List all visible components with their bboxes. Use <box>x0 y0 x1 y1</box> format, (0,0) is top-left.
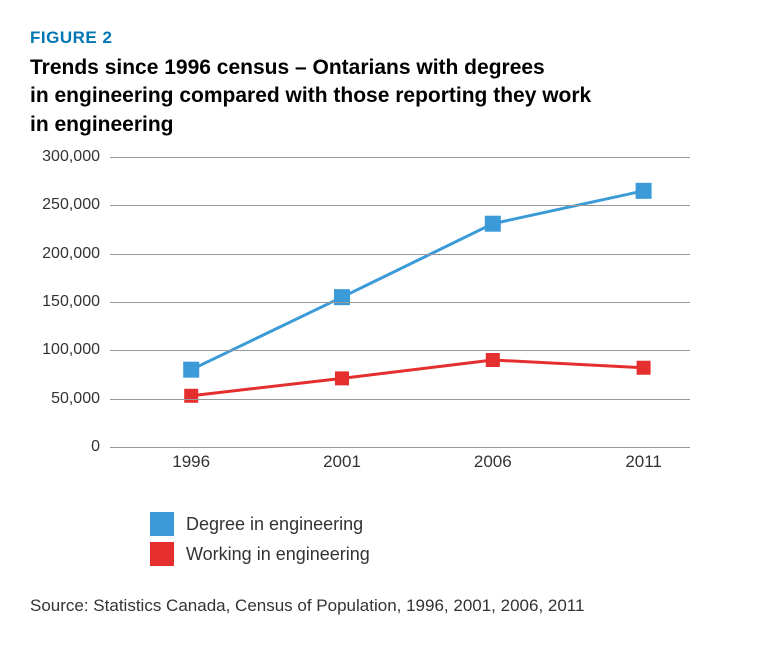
x-tick-label: 1996 <box>172 452 210 472</box>
title-line-2: in engineering compared with those repor… <box>30 84 591 107</box>
series-marker <box>637 361 651 375</box>
y-tick-label: 100,000 <box>30 341 100 359</box>
title-line-3: in engineering <box>30 113 174 136</box>
gridline <box>110 350 690 351</box>
y-tick-label: 50,000 <box>30 390 100 408</box>
legend-label-degree: Degree in engineering <box>186 514 363 535</box>
series-marker <box>335 371 349 385</box>
gridline <box>110 205 690 206</box>
series-marker <box>486 353 500 367</box>
y-tick-label: 250,000 <box>30 196 100 214</box>
gridline <box>110 447 690 448</box>
chart-area: 050,000100,000150,000200,000250,000300,0… <box>40 157 700 467</box>
title-line-1: Trends since 1996 census – Ontarians wit… <box>30 56 545 79</box>
series-marker <box>183 362 199 378</box>
y-tick-label: 150,000 <box>30 293 100 311</box>
y-tick-label: 200,000 <box>30 245 100 263</box>
series-line <box>191 360 643 396</box>
series-marker <box>485 216 501 232</box>
figure-label: FIGURE 2 <box>30 28 732 48</box>
series-line <box>191 191 643 370</box>
legend-item-degree: Degree in engineering <box>150 512 732 536</box>
gridline <box>110 254 690 255</box>
y-tick-label: 300,000 <box>30 148 100 166</box>
legend-swatch-working <box>150 542 174 566</box>
chart-title: Trends since 1996 census – Ontarians wit… <box>30 54 732 139</box>
legend-item-working: Working in engineering <box>150 542 732 566</box>
series-marker <box>184 389 198 403</box>
legend: Degree in engineering Working in enginee… <box>150 512 732 566</box>
y-tick-label: 0 <box>30 438 100 456</box>
legend-swatch-degree <box>150 512 174 536</box>
gridline <box>110 302 690 303</box>
gridline <box>110 399 690 400</box>
legend-label-working: Working in engineering <box>186 544 370 565</box>
x-tick-label: 2011 <box>625 452 662 472</box>
series-marker <box>636 183 652 199</box>
source-text: Source: Statistics Canada, Census of Pop… <box>30 596 732 616</box>
x-tick-label: 2006 <box>474 452 512 472</box>
x-tick-label: 2001 <box>323 452 361 472</box>
gridline <box>110 157 690 158</box>
